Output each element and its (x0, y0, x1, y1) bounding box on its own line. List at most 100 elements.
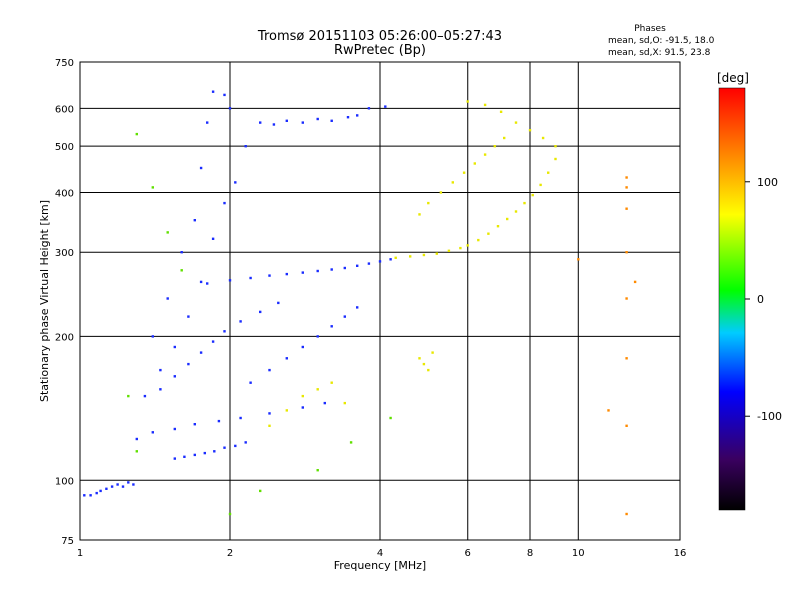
y-axis-label: Stationary phase Virtual Height [km] (38, 200, 51, 402)
data-point (89, 494, 92, 497)
data-point (173, 457, 176, 460)
data-point (268, 424, 271, 427)
data-point (316, 469, 319, 472)
data-point (228, 512, 232, 516)
data-point (394, 256, 397, 259)
data-point (268, 368, 271, 372)
data-point (547, 171, 550, 174)
data-point (121, 485, 125, 488)
data-point (378, 260, 382, 263)
data-point (301, 271, 304, 274)
data-point (234, 444, 237, 448)
data-point (105, 487, 108, 490)
data-point (132, 483, 135, 486)
data-point (625, 176, 628, 179)
data-point (249, 276, 252, 280)
data-point (435, 252, 438, 255)
legend-title: Phases (634, 24, 666, 34)
data-point (83, 494, 86, 497)
data-point (272, 123, 276, 126)
data-point (239, 320, 242, 323)
data-point (127, 394, 130, 398)
data-point (110, 485, 114, 488)
data-point (477, 238, 480, 242)
data-point (330, 268, 333, 271)
data-point (206, 282, 209, 285)
data-point (427, 368, 430, 372)
data-point (259, 310, 262, 314)
data-point (343, 401, 346, 405)
data-point (244, 441, 247, 444)
data-point (427, 201, 430, 205)
data-point (228, 107, 232, 110)
data-point (259, 121, 262, 124)
data-point (211, 237, 215, 240)
data-point (633, 280, 637, 284)
y-tick-labels: 75 100 200 300 400 500 600 750 (55, 58, 74, 547)
data-point (503, 136, 506, 140)
data-point (228, 279, 232, 282)
data-point (439, 191, 443, 194)
data-point (244, 145, 247, 148)
data-point (211, 340, 215, 343)
data-point (301, 394, 304, 398)
data-point (539, 183, 542, 187)
data-point (625, 424, 628, 427)
data-point (193, 219, 196, 222)
data-point (95, 491, 98, 495)
data-point (625, 186, 628, 189)
data-point (203, 451, 206, 455)
data-point (316, 388, 319, 391)
data-point (346, 116, 350, 119)
data-point (211, 90, 215, 93)
data-point (151, 186, 154, 189)
data-point (301, 406, 304, 409)
data-point (625, 297, 628, 300)
data-point (223, 201, 226, 205)
data-point (447, 249, 451, 252)
data-point (607, 409, 610, 412)
data-point (166, 231, 169, 234)
data-point (223, 93, 226, 97)
data-point (514, 121, 518, 124)
data-point (151, 431, 154, 434)
data-point (431, 351, 434, 354)
data-point (135, 437, 138, 441)
data-point (459, 246, 462, 250)
x-tick-label: 10 (572, 548, 585, 559)
x-tick-label: 6 (465, 548, 471, 559)
data-point (384, 105, 387, 108)
data-point (343, 315, 346, 318)
data-point (166, 297, 169, 300)
data-point (523, 201, 526, 205)
data-point (496, 225, 500, 228)
data-point (499, 110, 503, 113)
data-point (285, 409, 288, 412)
data-point (323, 401, 326, 405)
data-point (268, 412, 271, 415)
data-point (483, 103, 487, 107)
data-point (234, 181, 237, 184)
data-point (493, 145, 496, 148)
colorbar-tick-label: 0 (757, 293, 764, 306)
x-tick-label: 2 (227, 548, 233, 559)
data-point (199, 166, 203, 170)
data-point (349, 441, 353, 444)
x-tick-label: 1 (77, 548, 83, 559)
data-point (625, 512, 628, 516)
data-point (422, 362, 426, 366)
data-point (473, 162, 476, 165)
data-point (577, 258, 580, 261)
y-tick-label: 100 (55, 476, 74, 487)
x-tick-label: 8 (527, 548, 533, 559)
data-point (554, 145, 557, 148)
data-point (187, 362, 190, 366)
data-point (625, 207, 628, 210)
grid-lines (80, 62, 680, 540)
data-point (180, 269, 183, 272)
data-point (193, 423, 196, 426)
data-point (554, 157, 557, 161)
data-point (506, 217, 509, 221)
y-tick-label: 75 (61, 536, 74, 547)
